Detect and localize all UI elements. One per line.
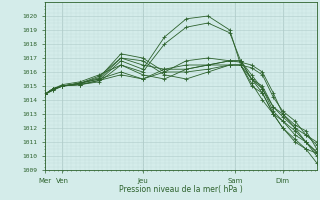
X-axis label: Pression niveau de la mer( hPa ): Pression niveau de la mer( hPa )	[119, 185, 243, 194]
